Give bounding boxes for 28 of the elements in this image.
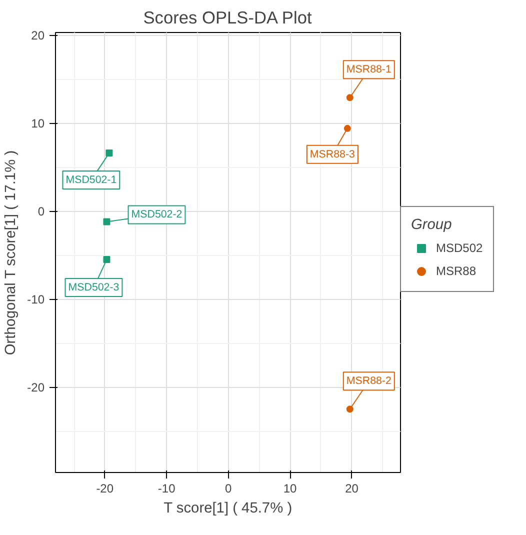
y-tick-label: -10 bbox=[27, 292, 45, 307]
y-axis-title: Orthogonal T score[1] ( 17.1% ) bbox=[3, 150, 20, 356]
annotation: MSR88-3 bbox=[310, 148, 355, 160]
x-tick-label: -10 bbox=[158, 482, 176, 496]
annotation: MSD502-1 bbox=[66, 174, 117, 186]
y-tick-label: 20 bbox=[31, 28, 45, 43]
annotation: MSD502-2 bbox=[131, 208, 182, 221]
y-tick-label: -20 bbox=[27, 380, 45, 395]
legend-label: MSR88 bbox=[436, 264, 476, 278]
point bbox=[103, 218, 110, 226]
point bbox=[103, 256, 110, 264]
y-tick-label: 0 bbox=[38, 204, 45, 219]
point bbox=[344, 124, 351, 132]
chart-title: Scores OPLS-DA Plot bbox=[143, 8, 312, 28]
x-axis-title: T score[1] ( 45.7% ) bbox=[164, 500, 292, 516]
x-tick-label: 10 bbox=[283, 482, 298, 496]
legend-label: MSD502 bbox=[436, 241, 483, 255]
y-tick-label: 10 bbox=[31, 116, 45, 131]
legend-title: Group bbox=[411, 217, 453, 233]
point bbox=[106, 150, 113, 157]
x-tick-label: 20 bbox=[345, 482, 359, 496]
annotation: MSD502-3 bbox=[68, 282, 120, 294]
x-tick-label: 0 bbox=[224, 482, 232, 496]
annotation: MSR88-2 bbox=[346, 375, 392, 388]
point bbox=[346, 406, 354, 413]
x-tick-label: -20 bbox=[96, 482, 114, 496]
annotation: MSR88-1 bbox=[346, 64, 392, 76]
point bbox=[346, 94, 354, 102]
